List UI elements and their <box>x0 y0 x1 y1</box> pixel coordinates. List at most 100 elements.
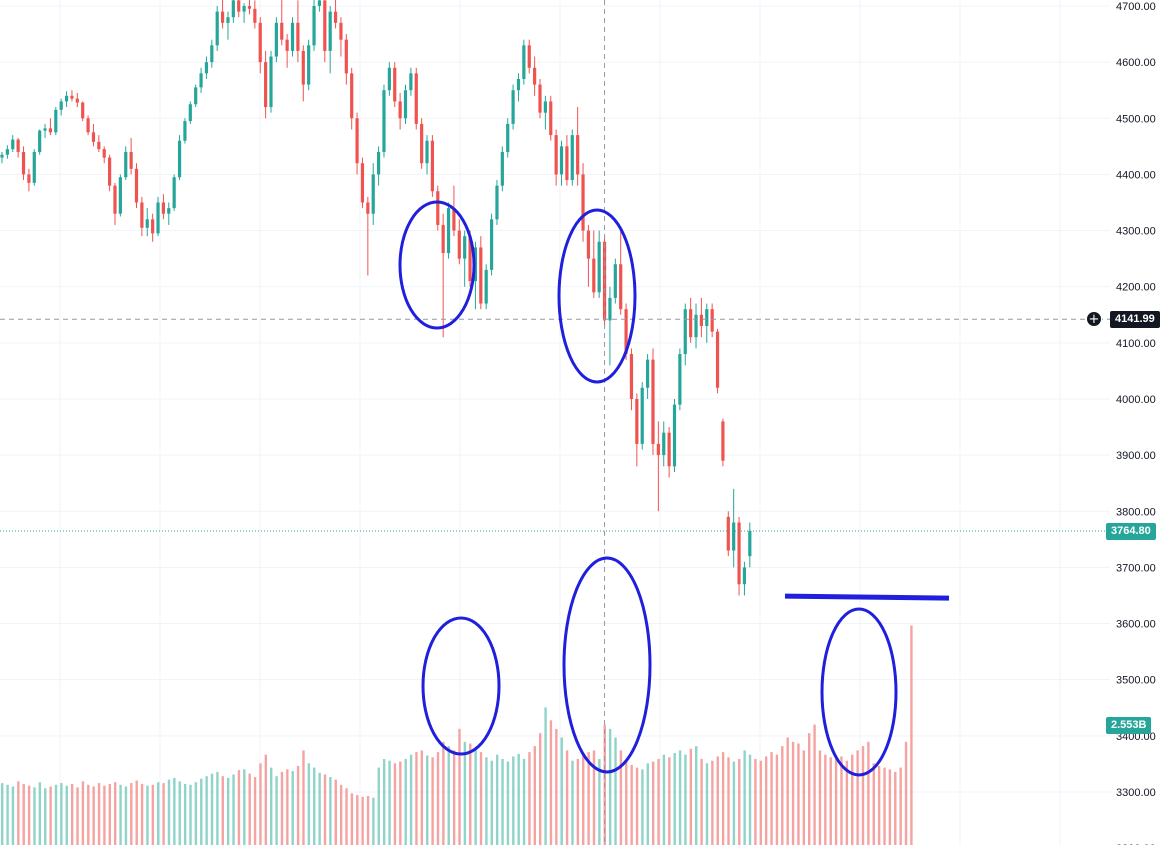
volume-bar <box>27 785 31 845</box>
annotations[interactable] <box>398 200 950 777</box>
candle-body <box>102 149 106 158</box>
y-tick-label: 4200.00 <box>1116 282 1156 294</box>
candle-body <box>220 11 225 23</box>
volume-bar <box>840 756 843 845</box>
candle-body <box>662 432 666 456</box>
volume-bar <box>334 779 337 845</box>
candle-body <box>371 174 375 214</box>
volume-bar <box>345 788 348 845</box>
annotation-ellipse-volume-2 <box>562 556 652 774</box>
volume-bar <box>140 783 144 845</box>
candle-body <box>522 45 526 79</box>
volume-bar <box>135 780 138 845</box>
volume-bar <box>130 783 133 845</box>
candle-body <box>484 269 488 304</box>
volume-bar <box>764 756 768 845</box>
candle-body <box>285 39 289 51</box>
volume-bar <box>216 771 219 845</box>
volume-bar <box>705 763 709 845</box>
volume-bar <box>495 754 499 845</box>
volume-badge: 2.553B <box>1106 717 1152 734</box>
volume-bar <box>253 777 257 845</box>
candle-body <box>172 177 176 209</box>
volume-bar <box>754 759 757 845</box>
candle-body <box>619 264 623 310</box>
volume-bar <box>382 759 386 845</box>
volume-bar <box>592 750 596 845</box>
candle-body <box>489 219 494 270</box>
candle-body <box>516 78 521 91</box>
volume-bar <box>673 752 676 845</box>
volume-bar <box>124 786 128 845</box>
volume-bar <box>571 760 574 845</box>
volume-bar <box>232 774 235 845</box>
candle-body <box>48 128 53 133</box>
annotation-ellipse-price-2 <box>557 208 637 384</box>
candle-body <box>204 62 209 74</box>
plus-circle-icon[interactable]: + <box>1086 311 1102 327</box>
candle-body <box>436 191 440 225</box>
candle-body <box>597 241 601 293</box>
volume-bar <box>318 772 321 845</box>
candle-body <box>183 121 187 141</box>
volume-bar <box>221 776 224 845</box>
candle-body <box>689 309 693 338</box>
volume-bar <box>598 759 601 845</box>
candle-body <box>420 123 424 164</box>
volume-bar <box>146 785 149 845</box>
candle-body <box>21 151 26 175</box>
candle-body <box>64 95 69 102</box>
y-tick-label: 3500.00 <box>1116 675 1156 687</box>
price-axis[interactable]: 4700.00 4600.00 4500.00 4400.00 4300.00 4200.… <box>1116 1 1156 845</box>
candle-body <box>452 208 456 231</box>
volume-bar <box>894 771 897 845</box>
volume-bar <box>797 743 800 845</box>
candle-body <box>75 98 79 103</box>
volume-bar <box>226 777 230 845</box>
volume-bar <box>452 750 456 845</box>
candle-body <box>333 11 338 23</box>
volume-bar <box>469 743 472 845</box>
volume-bar <box>818 750 822 845</box>
volume-bar <box>555 728 558 845</box>
volume-bar <box>296 765 300 845</box>
volume-bar <box>668 757 671 845</box>
candle-body <box>721 421 725 461</box>
volume-bar <box>436 752 440 845</box>
candle-body <box>463 236 467 259</box>
last-price-badge: 3764.80 <box>1106 523 1156 540</box>
volume-bar <box>329 777 332 845</box>
volume-bar <box>662 754 666 845</box>
volume-bar <box>431 757 434 845</box>
candle-body <box>565 146 569 181</box>
volume-bar <box>157 782 160 845</box>
candle-body <box>624 309 628 355</box>
candle-body <box>177 140 182 178</box>
volume-bar <box>533 746 537 845</box>
volume-bar <box>678 750 682 845</box>
candle-body <box>538 84 542 113</box>
volume-bar <box>786 737 789 845</box>
candle-body <box>705 309 709 326</box>
candle-body <box>194 87 198 105</box>
volume-bar <box>404 759 407 845</box>
candle-body <box>414 73 418 124</box>
volume-bar <box>49 786 52 845</box>
volume-bar <box>210 773 214 845</box>
candle-body <box>16 139 20 152</box>
candle-body <box>726 516 730 551</box>
volume-bar <box>479 752 483 845</box>
candle-body <box>32 151 36 183</box>
candle-body <box>640 387 644 444</box>
volume-bar <box>237 770 241 845</box>
candle-body <box>215 11 219 46</box>
volume-bar <box>528 752 531 845</box>
candle-body <box>350 73 354 119</box>
volume-bar <box>44 788 47 845</box>
volume-bar <box>775 754 779 845</box>
volume-bar <box>565 750 569 845</box>
candle-body <box>301 50 305 85</box>
candle-body <box>344 39 348 74</box>
volume-bar <box>399 761 402 845</box>
